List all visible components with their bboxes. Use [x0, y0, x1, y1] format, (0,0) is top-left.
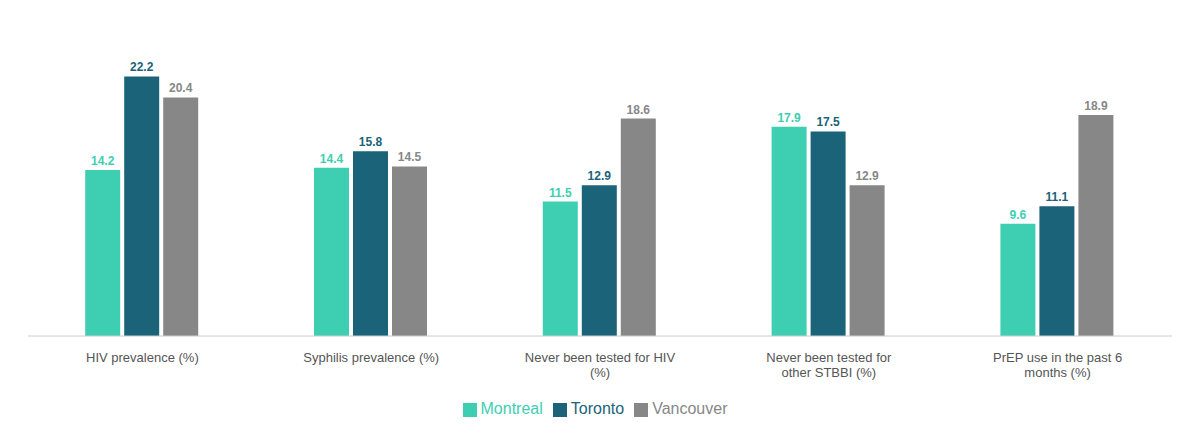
html-text:Toronto: Toronto [570, 400, 625, 417]
svg-text:20.4: 20.4 [169, 81, 193, 95]
svg-text:14.2: 14.2 [91, 154, 115, 168]
svg-text:Syphilis prevalence (%): Syphilis prevalence (%) [303, 350, 439, 365]
svg-text:15.8: 15.8 [359, 135, 383, 149]
svg-text:PrEP use in the past 6months (: PrEP use in the past 6months (%) [993, 350, 1122, 381]
svg-text:9.6: 9.6 [1010, 208, 1027, 222]
html-text:Montreal: Montreal [480, 400, 543, 417]
svg-text:18.9: 18.9 [1084, 99, 1108, 113]
svg-text:14.5: 14.5 [398, 150, 422, 164]
svg-text:17.9: 17.9 [777, 111, 801, 125]
html-text:Vancouver: Vancouver [652, 400, 728, 417]
svg-text:11.1: 11.1 [1046, 190, 1069, 204]
svg-text:Never been tested for HIV(%): Never been tested for HIV(%) [525, 350, 676, 381]
svg-text:Never been tested forother STB: Never been tested forother STBBI (%) [766, 350, 892, 381]
svg-text:11.5: 11.5 [549, 186, 572, 200]
svg-text:22.2: 22.2 [130, 60, 154, 74]
svg-text:14.4: 14.4 [320, 152, 344, 166]
svg-text:12.9: 12.9 [588, 169, 612, 183]
svg-text:18.6: 18.6 [627, 103, 651, 117]
svg-text:17.5: 17.5 [816, 115, 840, 129]
svg-text:12.9: 12.9 [855, 169, 879, 183]
svg-text:HIV prevalence (%): HIV prevalence (%) [86, 350, 199, 365]
